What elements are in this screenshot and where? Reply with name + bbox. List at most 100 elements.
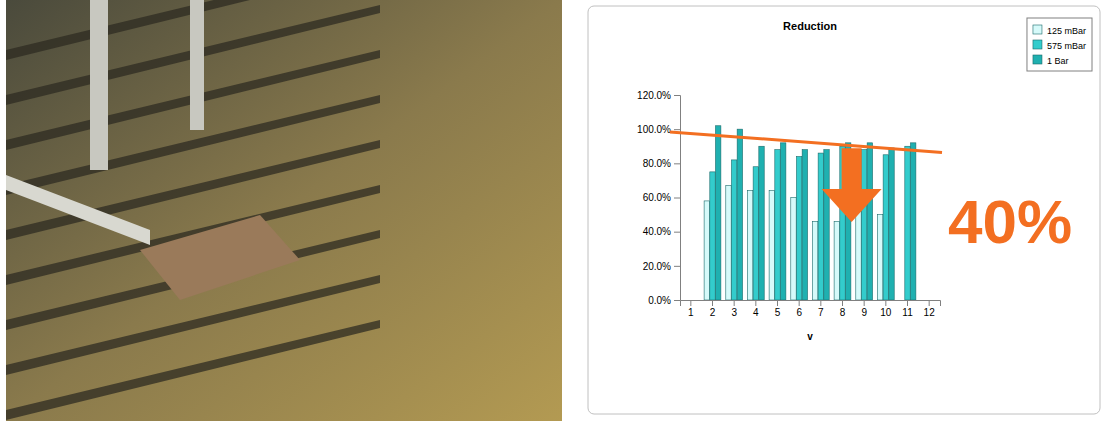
y-tick: 120.0% [637,90,680,101]
x-tick-label: 4 [753,307,759,318]
y-tick-label: 60.0% [643,192,671,203]
bar [715,126,720,300]
bar [856,211,861,300]
x-tick-label: 9 [861,307,867,318]
annotation-arrow [822,148,882,222]
bar [877,215,882,300]
y-tick-mark [674,163,680,164]
legend: 125 mBar 575 mBar 1 Bar [1027,18,1092,71]
bar [759,146,764,300]
photo-rail [6,320,380,420]
x-tick-label: 10 [880,307,892,318]
bar [905,146,910,300]
legend-item: 575 mBar [1033,40,1086,51]
x-tick: 1 [688,300,694,318]
photo-plate [140,215,300,300]
bar [861,150,866,300]
bar [710,172,715,300]
x-tick-label: 3 [731,307,737,318]
bar [769,191,774,300]
y-tick: 40.0% [643,226,680,237]
bar [818,153,823,300]
bar [791,198,796,301]
legend-box [1027,18,1092,71]
x-tick-mark [907,300,908,306]
legend-swatch [1033,25,1042,34]
legend-item: 1 Bar [1033,55,1069,66]
x-axis: 123456789101112 [681,300,941,318]
legend-swatch [1033,55,1042,64]
x-tick: 11 [902,300,913,318]
bars [704,126,916,300]
x-tick-label: 7 [818,307,824,318]
bar [867,143,872,300]
x-tick-mark [929,300,930,306]
y-tick-mark [674,232,680,233]
y-tick: 80.0% [643,158,680,169]
chart-title: Reduction [783,20,837,32]
x-tick-mark [690,300,691,306]
x-tick-mark [799,300,800,306]
bar [910,143,915,300]
x-tick: 3 [731,300,737,318]
y-tick: 0.0% [648,295,680,306]
x-tick-label: 5 [775,307,781,318]
x-tick: 2 [710,300,716,318]
x-tick-label: 2 [710,307,716,318]
photo [6,0,562,421]
y-tick-mark [674,300,680,301]
legend-swatch [1033,40,1042,49]
x-tick-mark [712,300,713,306]
y-tick: 60.0% [643,192,680,203]
chart-frame [588,6,1100,414]
bar [834,221,839,300]
bar [775,150,780,300]
bar [747,191,752,300]
bar [889,148,894,300]
x-tick-mark [842,300,843,306]
bar [780,143,785,300]
x-tick: 12 [924,300,936,318]
annotation-line [670,132,942,153]
photo-frame-post [90,0,108,170]
x-tick-label: 11 [902,307,913,318]
bar-series [715,126,915,300]
y-tick: 20.0% [643,261,680,272]
legend-item: 125 mBar [1033,25,1086,36]
bar [883,155,888,300]
bar [731,160,736,300]
x-tick-label: 1 [688,307,694,318]
bar [737,129,742,300]
photo-background [6,0,562,421]
y-tick-label: 40.0% [643,226,671,237]
x-tick-mark [885,300,886,306]
x-tick-mark [755,300,756,306]
bar [796,157,801,301]
y-tick-mark [674,129,680,130]
legend-label: 125 mBar [1047,26,1086,36]
y-tick-mark [674,198,680,199]
bar [704,201,709,300]
bar [753,167,758,300]
x-axis-line [681,301,941,307]
y-tick-label: 80.0% [643,158,671,169]
x-tick-mark [820,300,821,306]
x-tick: 8 [840,300,846,318]
bar [824,150,829,300]
y-tick-label: 20.0% [643,261,671,272]
x-tick-mark [777,300,778,306]
x-tick: 9 [861,300,867,318]
annotation [670,132,942,222]
x-tick: 6 [796,300,802,318]
annotation-text: 40% [948,187,1072,256]
x-tick: 5 [775,300,781,318]
x-tick-label: 12 [924,307,936,318]
x-tick: 7 [818,300,824,318]
y-axis-line [674,96,681,301]
photo-rail [6,140,380,240]
bar [812,221,817,300]
x-tick: 4 [753,300,759,318]
y-tick-label: 0.0% [648,295,671,306]
legend-label: 575 mBar [1047,41,1086,51]
x-tick-label: 8 [840,307,846,318]
